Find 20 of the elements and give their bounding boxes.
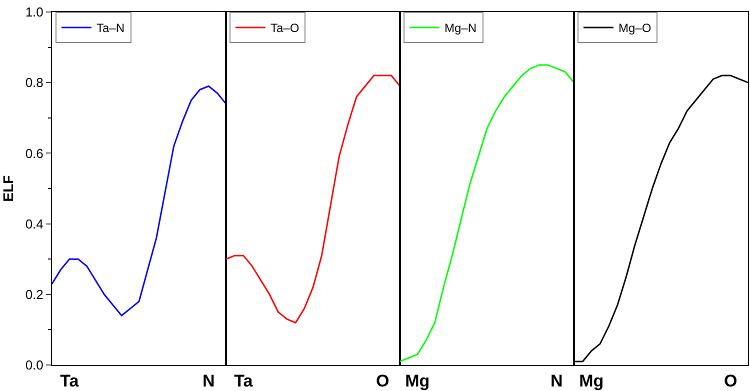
y-tick-label: 0.6 — [25, 146, 44, 161]
y-tick-label: 0.8 — [25, 75, 44, 90]
x-tick-label: Ta — [234, 371, 254, 390]
y-tick-label: 0.4 — [25, 216, 44, 232]
line-series — [52, 85, 226, 316]
y-tick-label: 1.0 — [25, 4, 44, 20]
x-tick-label: Ta — [60, 371, 80, 390]
x-tick-label: N — [550, 371, 563, 390]
legend-label: Ta–N — [96, 21, 124, 36]
legend-label: Mg–O — [618, 21, 652, 36]
y-axis-title: ELF — [0, 174, 16, 202]
x-tick-label: Mg — [579, 371, 604, 390]
y-tick-label: 0.2 — [25, 286, 44, 302]
y-tick-label: 0.0 — [25, 358, 44, 373]
x-tick-label: N — [202, 371, 215, 390]
x-tick-label: O — [724, 371, 738, 390]
x-tick-label: Mg — [405, 371, 430, 390]
legend-label: Ta–O — [270, 21, 300, 36]
legend-label: Mg–N — [444, 21, 476, 36]
x-tick-label: O — [376, 371, 390, 390]
